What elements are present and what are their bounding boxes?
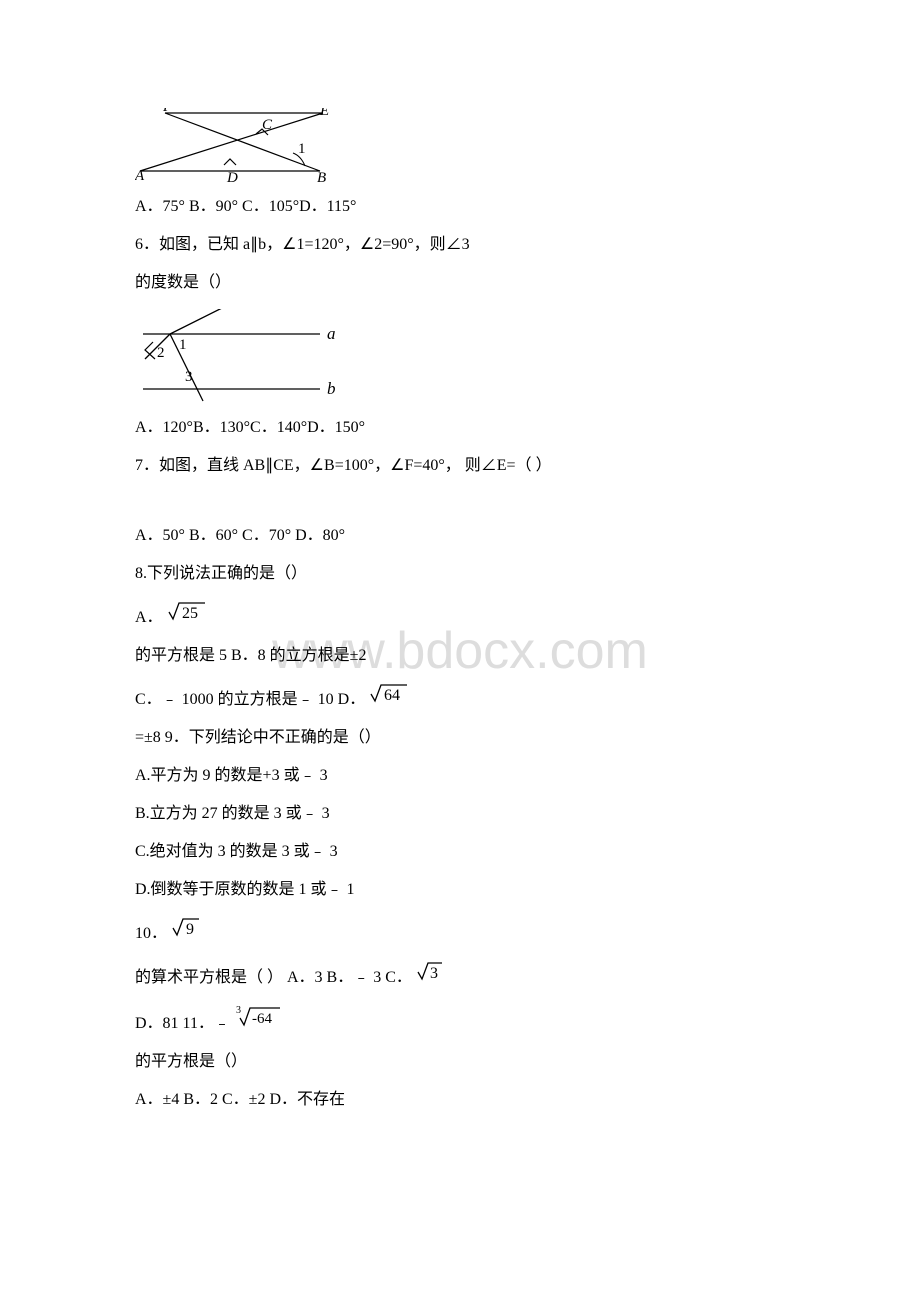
label-C: C — [262, 117, 273, 133]
q10-line3: D．81 11．﹣ 3 -64 — [135, 1004, 785, 1036]
svg-text:64: 64 — [384, 687, 400, 704]
q9-D: D.倒数等于原数的数是 1 或﹣ 1 — [135, 878, 785, 902]
q5-options: A．75° B．90° C．105°D．115° — [135, 195, 785, 219]
svg-text:-64: -64 — [252, 1011, 272, 1027]
svg-text:9: 9 — [186, 921, 194, 938]
cbrt-neg64: 3 -64 — [234, 1004, 282, 1028]
q10-line2-prefix: 的算术平方根是（ ） A．3 B．﹣ 3 C． — [135, 969, 412, 986]
q5-figure: F E C A D B 1 — [135, 108, 785, 183]
sqrt-25: 25 — [167, 600, 207, 622]
q6-stem-1: 6．如图，已知 a∥b，∠1=120°，∠2=90°，则∠3 — [135, 233, 785, 257]
q10-line1: 10． 9 — [135, 916, 785, 946]
label-B: B — [317, 170, 326, 183]
q9-C: C.绝对值为 3 的数是 3 或﹣ 3 — [135, 840, 785, 864]
q8-optA-prefix: A． — [135, 609, 163, 626]
q6-figure: a b 1 2 3 — [135, 309, 785, 404]
q9-A: A.平方为 9 的数是+3 或﹣ 3 — [135, 764, 785, 788]
svg-text:25: 25 — [182, 605, 198, 622]
label-a: a — [327, 324, 336, 343]
q10-line2: 的算术平方根是（ ） A．3 B．﹣ 3 C． 3 — [135, 960, 785, 990]
q8-line3: 的平方根是 5 B．8 的立方根是±2 — [135, 644, 785, 668]
sqrt-3: 3 — [416, 960, 444, 982]
label-A: A — [135, 168, 145, 183]
sqrt-64: 64 — [369, 682, 409, 704]
q10-line4: 的平方根是（） — [135, 1050, 785, 1074]
svg-text:3: 3 — [236, 1005, 241, 1016]
label-1: 1 — [179, 337, 187, 353]
spacer — [135, 492, 785, 510]
label-1: 1 — [298, 141, 306, 157]
label-b: b — [327, 379, 336, 398]
q8-optA: A． 25 — [135, 600, 785, 630]
q8-line4: C．﹣ 1000 的立方根是﹣ 10 D． 64 — [135, 682, 785, 712]
q10-prefix: 10． — [135, 925, 167, 942]
label-3: 3 — [185, 369, 193, 385]
label-D: D — [226, 170, 238, 183]
q8-stem: 8.下列说法正确的是（） — [135, 562, 785, 586]
q10-line3-prefix: D．81 11．﹣ — [135, 1015, 234, 1032]
q7-stem: 7．如图，直线 AB∥CE，∠B=100°，∠F=40°， 则∠E=（ ） — [135, 454, 785, 478]
q6-options: A．120°B．130°C．140°D．150° — [135, 416, 785, 440]
q8-line4-prefix: C．﹣ 1000 的立方根是﹣ 10 D． — [135, 691, 365, 708]
label-2: 2 — [157, 345, 165, 361]
q8-line5: =±8 9．下列结论中不正确的是（） — [135, 726, 785, 750]
q9-B: B.立方为 27 的数是 3 或﹣ 3 — [135, 802, 785, 826]
label-F: F — [162, 108, 173, 115]
sqrt-9: 9 — [171, 916, 201, 938]
page-content: F E C A D B 1 A．75° B．90° C．105°D．115° 6… — [135, 108, 785, 1112]
q10-options: A．±4 B．2 C．±2 D．不存在 — [135, 1088, 785, 1112]
label-E: E — [319, 108, 329, 119]
q7-options: A．50° B．60° C．70° D．80° — [135, 524, 785, 548]
svg-text:3: 3 — [430, 965, 438, 982]
q6-stem-2: 的度数是（） — [135, 271, 785, 295]
